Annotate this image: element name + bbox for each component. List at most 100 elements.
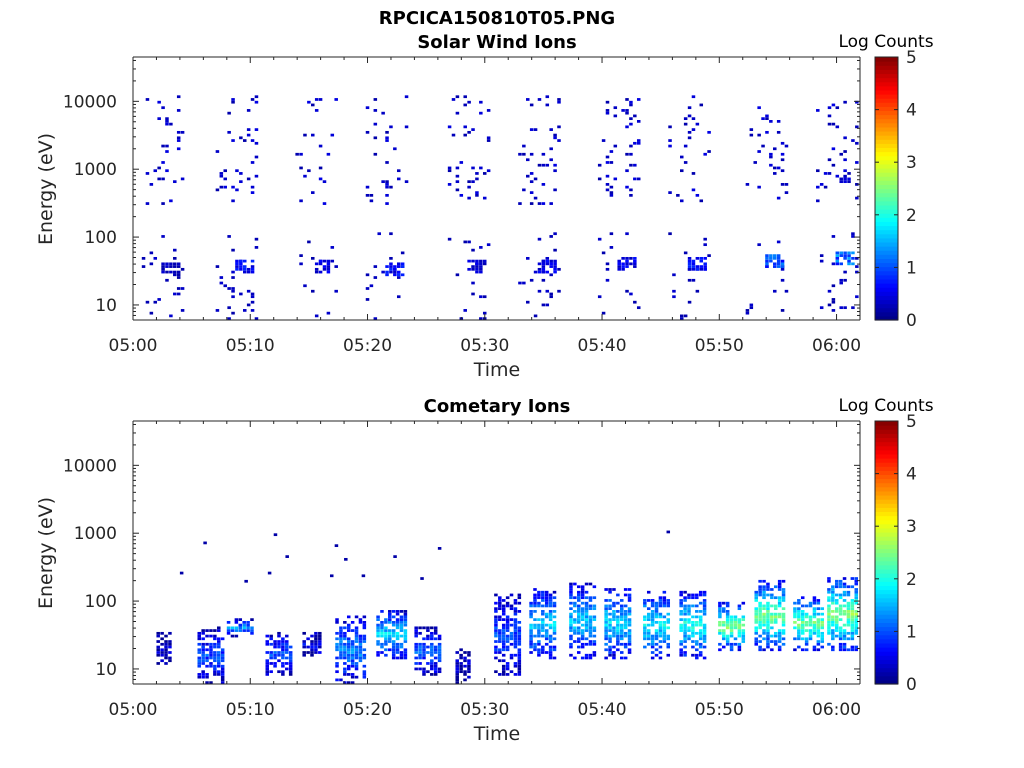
spectrogram-cell xyxy=(597,237,602,241)
spectrogram-cell xyxy=(288,659,293,663)
colorbar-segment xyxy=(875,110,898,116)
spectrogram-cell xyxy=(737,620,742,624)
spectrogram-cell xyxy=(157,298,161,301)
spectrogram-cell xyxy=(501,642,506,646)
spectrogram-cell xyxy=(517,642,522,646)
spectrogram-cell xyxy=(605,161,610,164)
spectrogram-cell xyxy=(613,177,618,181)
spectrogram-cell xyxy=(173,270,177,274)
spectrogram-cell xyxy=(430,645,434,649)
solar-wind-colorbar-label: Log Counts xyxy=(838,32,933,52)
spectrogram-cell xyxy=(350,681,355,684)
spectrogram-cell xyxy=(501,648,506,652)
spectrogram-cell xyxy=(800,610,805,613)
colorbar-segment xyxy=(875,155,898,161)
spectrogram-cell xyxy=(604,642,608,646)
spectrogram-cell xyxy=(173,180,177,184)
spectrogram-cell xyxy=(549,292,553,296)
spectrogram-cell xyxy=(718,629,722,632)
spectrogram-cell xyxy=(580,629,585,632)
spectrogram-cell xyxy=(537,289,542,293)
spectrogram-cell xyxy=(362,615,367,619)
spectrogram-cell xyxy=(501,637,506,641)
spectrogram-cell xyxy=(541,623,545,627)
spectrogram-cell xyxy=(608,653,612,657)
spectrogram-cell xyxy=(339,634,343,638)
spectrogram-cell xyxy=(552,601,557,605)
spectrogram-cell xyxy=(285,640,289,643)
spectrogram-cell xyxy=(838,612,843,616)
spectrogram-cell xyxy=(823,185,828,189)
spectrogram-cell xyxy=(698,593,703,597)
spectrogram-cell xyxy=(346,664,351,668)
spectrogram-cell xyxy=(302,642,306,646)
spectrogram-cell xyxy=(605,278,610,282)
spectrogram-cell xyxy=(577,615,581,619)
spectrogram-cell xyxy=(365,298,370,301)
spectrogram-cell xyxy=(509,653,514,657)
colorbar-segment xyxy=(875,283,898,288)
spectrogram-cell xyxy=(847,254,851,257)
spectrogram-cell xyxy=(314,314,319,318)
spectrogram-cell xyxy=(475,259,479,263)
spectrogram-cell xyxy=(517,601,522,605)
spectrogram-cell xyxy=(577,604,581,608)
spectrogram-cell xyxy=(569,593,573,597)
spectrogram-cell xyxy=(855,270,859,274)
spectrogram-cell xyxy=(658,629,663,632)
spectrogram-cell xyxy=(455,667,459,671)
spectrogram-cell xyxy=(395,645,400,649)
spectrogram-cell xyxy=(854,593,859,597)
spectrogram-cell xyxy=(215,309,220,312)
spectrogram-cell xyxy=(494,648,498,652)
spectrogram-cell xyxy=(758,585,762,589)
colorbar-segment xyxy=(875,429,898,434)
colorbar-segment xyxy=(875,188,898,194)
spectrogram-cell xyxy=(205,664,209,668)
colorbar-segment xyxy=(875,659,898,665)
colorbar-tick-label: 0 xyxy=(906,675,917,695)
spectrogram-cell xyxy=(544,629,549,632)
spectrogram-cell xyxy=(549,235,553,238)
spectrogram-cell xyxy=(318,631,322,635)
spectrogram-cell xyxy=(741,615,746,619)
spectrogram-cell xyxy=(541,651,545,654)
spectrogram-cell xyxy=(672,289,676,293)
spectrogram-cell xyxy=(843,278,847,282)
spectrogram-cell xyxy=(687,637,691,641)
spectrogram-cell xyxy=(781,623,786,627)
spectrogram-cell xyxy=(605,183,610,186)
spectrogram-cell xyxy=(350,653,355,657)
spectrogram-cell xyxy=(479,270,483,274)
spectrogram-cell xyxy=(854,577,859,580)
spectrogram-cell xyxy=(725,640,730,643)
spectrogram-cell xyxy=(343,637,347,641)
spectrogram-cell xyxy=(573,631,577,635)
spectrogram-cell xyxy=(770,626,774,630)
spectrogram-cell xyxy=(220,678,225,682)
spectrogram-cell xyxy=(533,634,537,638)
spectrogram-cell xyxy=(687,259,692,263)
spectrogram-cell xyxy=(812,645,817,649)
spectrogram-cell xyxy=(455,95,460,99)
spectrogram-cell xyxy=(643,604,647,608)
spectrogram-cell xyxy=(455,675,459,679)
spectrogram-cell xyxy=(773,612,778,616)
spectrogram-cell xyxy=(365,185,370,189)
spectrogram-cell xyxy=(165,169,169,173)
spectrogram-cell xyxy=(471,128,475,131)
spectrogram-cell xyxy=(509,642,514,646)
spectrogram-cell xyxy=(797,634,801,638)
spectrogram-cell xyxy=(318,259,323,263)
spectrogram-cell xyxy=(766,640,770,643)
spectrogram-cell xyxy=(533,601,537,605)
spectrogram-cell xyxy=(160,659,164,663)
spectrogram-cell xyxy=(781,642,786,646)
spectrogram-cell xyxy=(339,631,343,635)
spectrogram-cell xyxy=(226,631,231,635)
spectrogram-cell xyxy=(633,256,637,260)
spectrogram-cell xyxy=(592,634,597,638)
spectrogram-cell xyxy=(650,651,655,654)
spectrogram-cell xyxy=(494,623,498,627)
spectrogram-cell xyxy=(339,629,343,632)
